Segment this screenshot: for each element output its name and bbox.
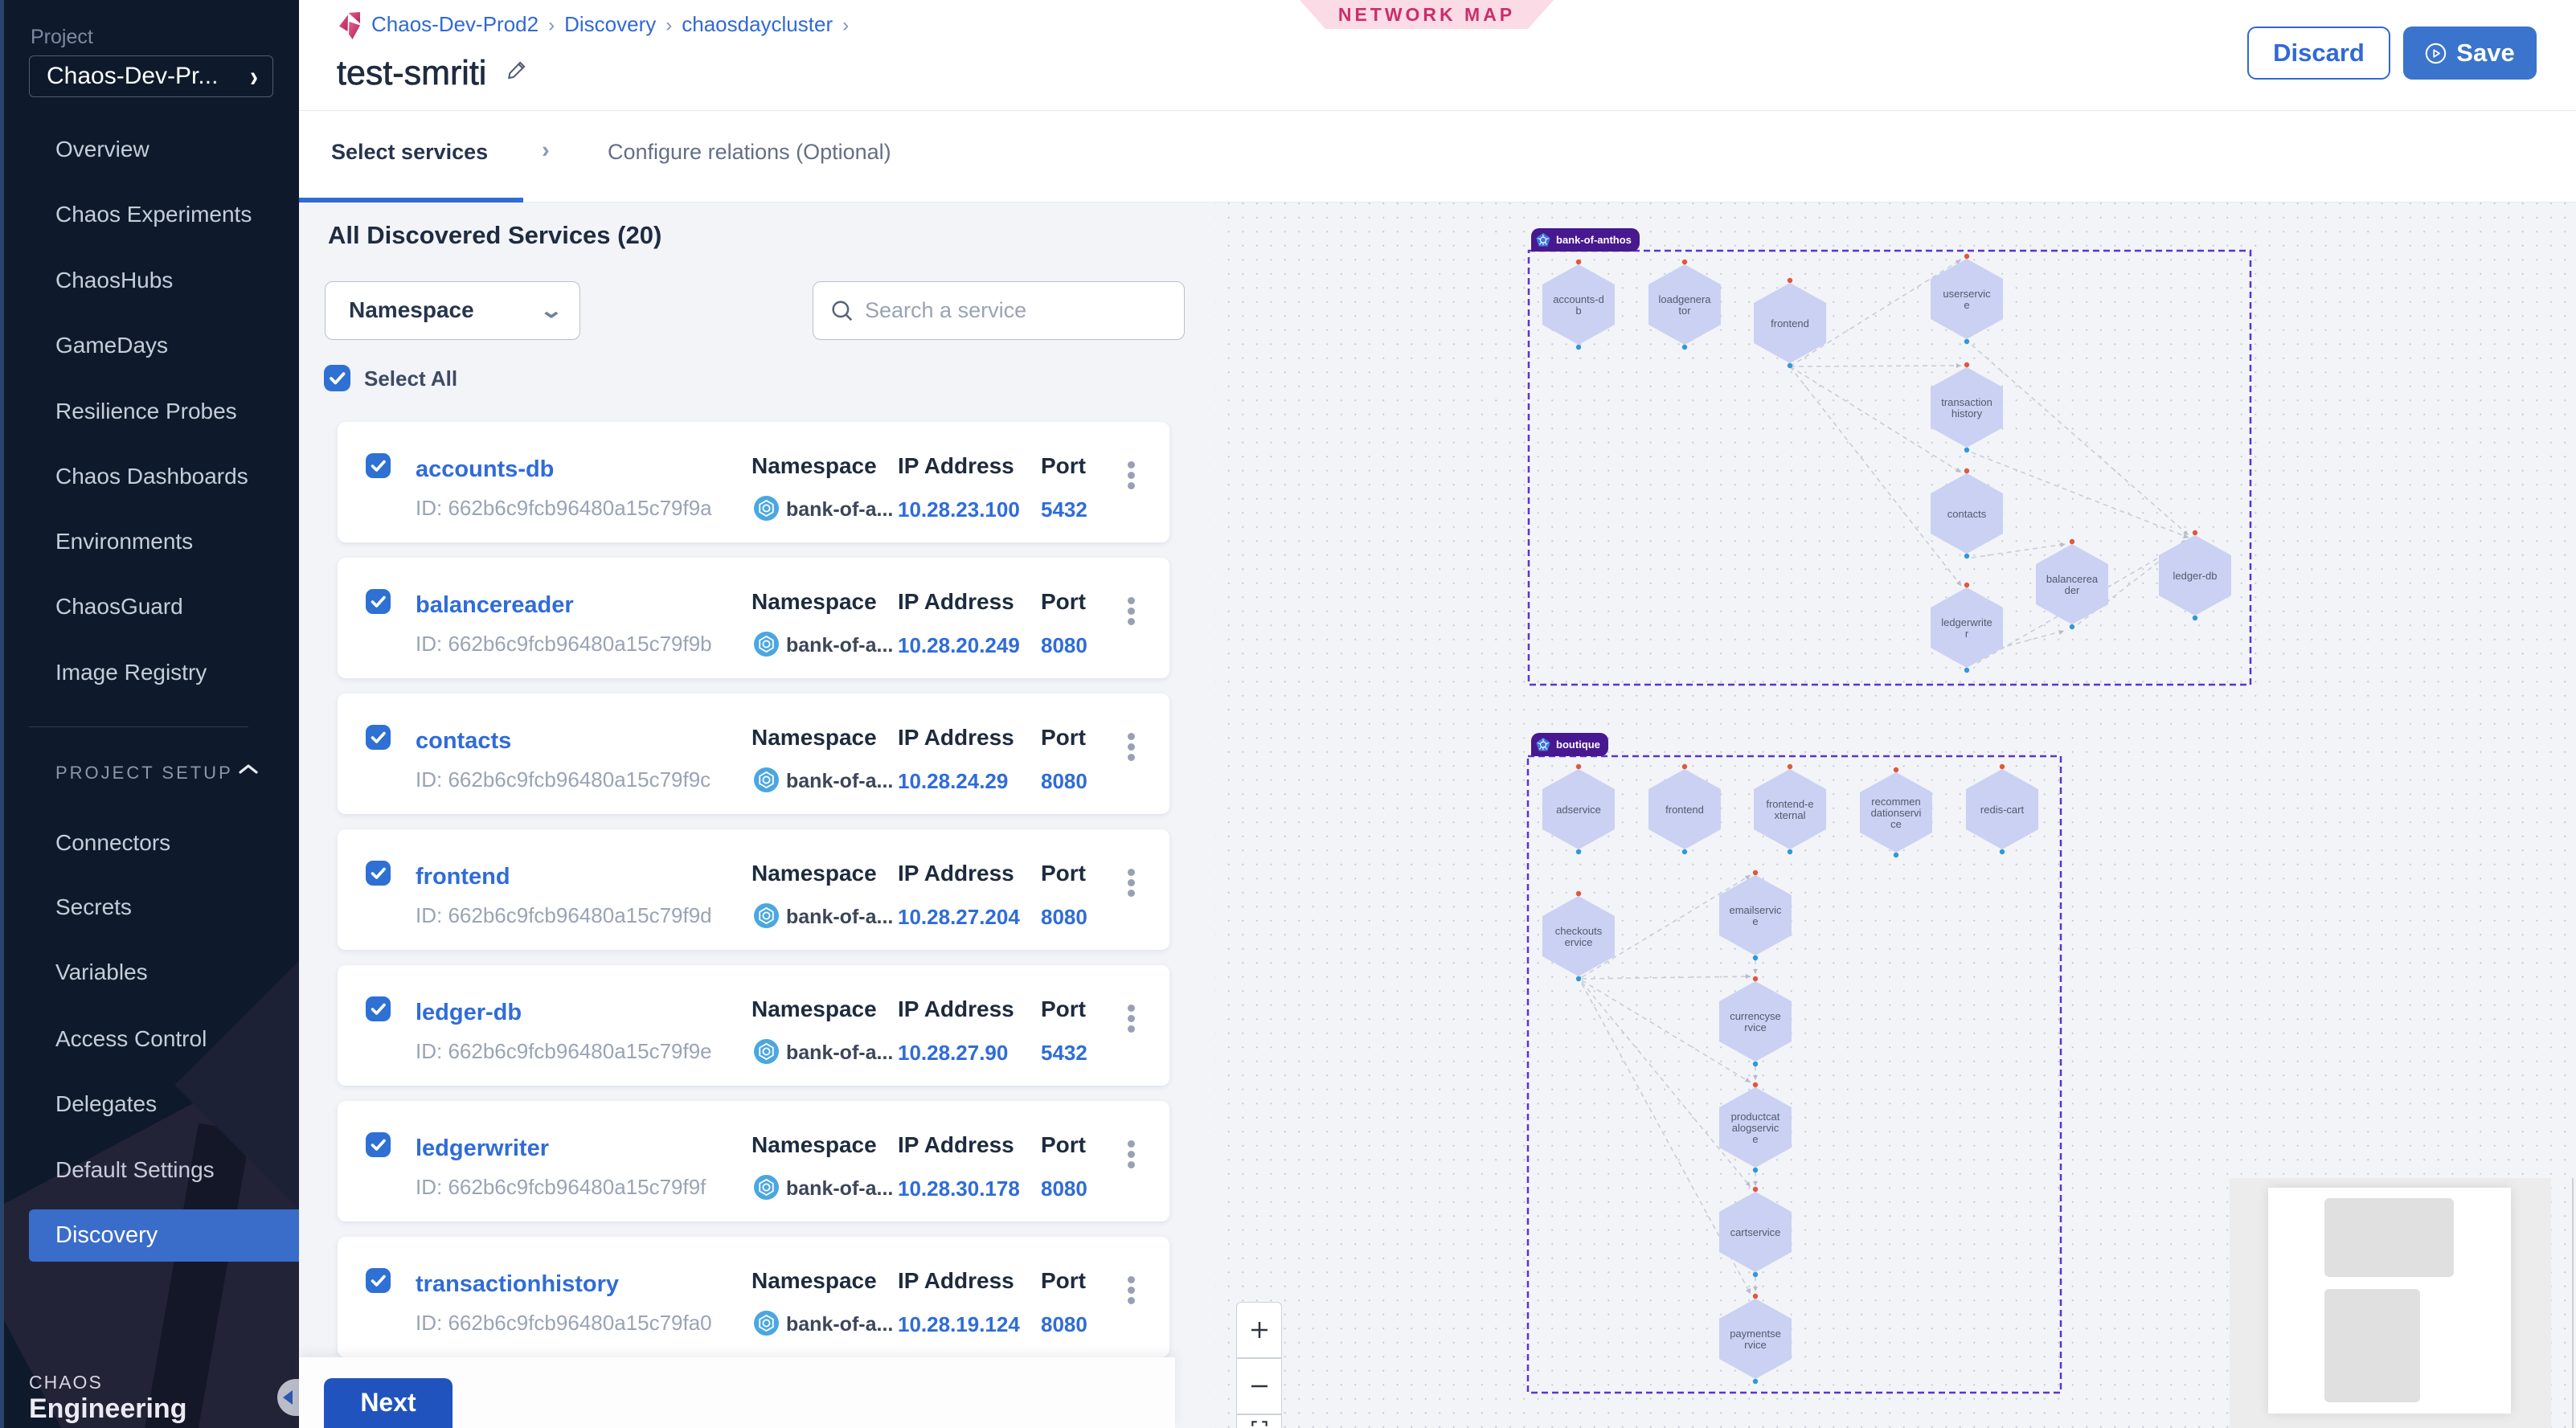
svg-text:history: history — [1951, 407, 1983, 419]
svg-text:rvice: rvice — [1744, 1021, 1766, 1033]
svg-text:e: e — [1964, 299, 1969, 311]
svg-text:ervice: ervice — [1565, 936, 1593, 948]
svg-text:frontend: frontend — [1665, 804, 1704, 816]
svg-text:recommen: recommen — [1871, 796, 1920, 808]
svg-text:adservice: adservice — [1556, 804, 1601, 816]
svg-text:der: der — [2065, 584, 2080, 596]
svg-text:emailservic: emailservic — [1729, 904, 1782, 916]
svg-text:dationservi: dationservi — [1871, 807, 1922, 819]
svg-text:productcat: productcat — [1731, 1111, 1780, 1123]
svg-text:paymentse: paymentse — [1730, 1328, 1781, 1340]
svg-text:userservic: userservic — [1943, 288, 1991, 300]
svg-text:balancerea: balancerea — [2046, 573, 2099, 585]
svg-text:ledger-db: ledger-db — [2173, 570, 2218, 582]
svg-text:cartservice: cartservice — [1730, 1226, 1781, 1238]
svg-text:ledgerwrite: ledgerwrite — [1941, 616, 1992, 628]
svg-text:redis-cart: redis-cart — [1980, 804, 2025, 816]
svg-text:r: r — [1965, 628, 1969, 640]
svg-text:e: e — [1752, 915, 1758, 927]
svg-text:checkouts: checkouts — [1555, 925, 1603, 937]
svg-text:accounts-d: accounts-d — [1553, 293, 1604, 305]
svg-text:xternal: xternal — [1774, 809, 1805, 821]
svg-text:loadgenera: loadgenera — [1658, 293, 1711, 305]
svg-text:frontend-e: frontend-e — [1766, 798, 1813, 810]
svg-text:alogservic: alogservic — [1732, 1122, 1779, 1134]
svg-text:contacts: contacts — [1947, 508, 1987, 520]
svg-text:transaction: transaction — [1941, 396, 1992, 408]
svg-text:rvice: rvice — [1744, 1339, 1766, 1351]
svg-text:b: b — [1575, 305, 1581, 317]
svg-text:ce: ce — [1890, 818, 1902, 830]
svg-text:e: e — [1752, 1133, 1758, 1145]
svg-text:frontend: frontend — [1771, 317, 1809, 329]
svg-text:currencyse: currencyse — [1730, 1010, 1781, 1022]
svg-text:tor: tor — [1678, 305, 1691, 317]
